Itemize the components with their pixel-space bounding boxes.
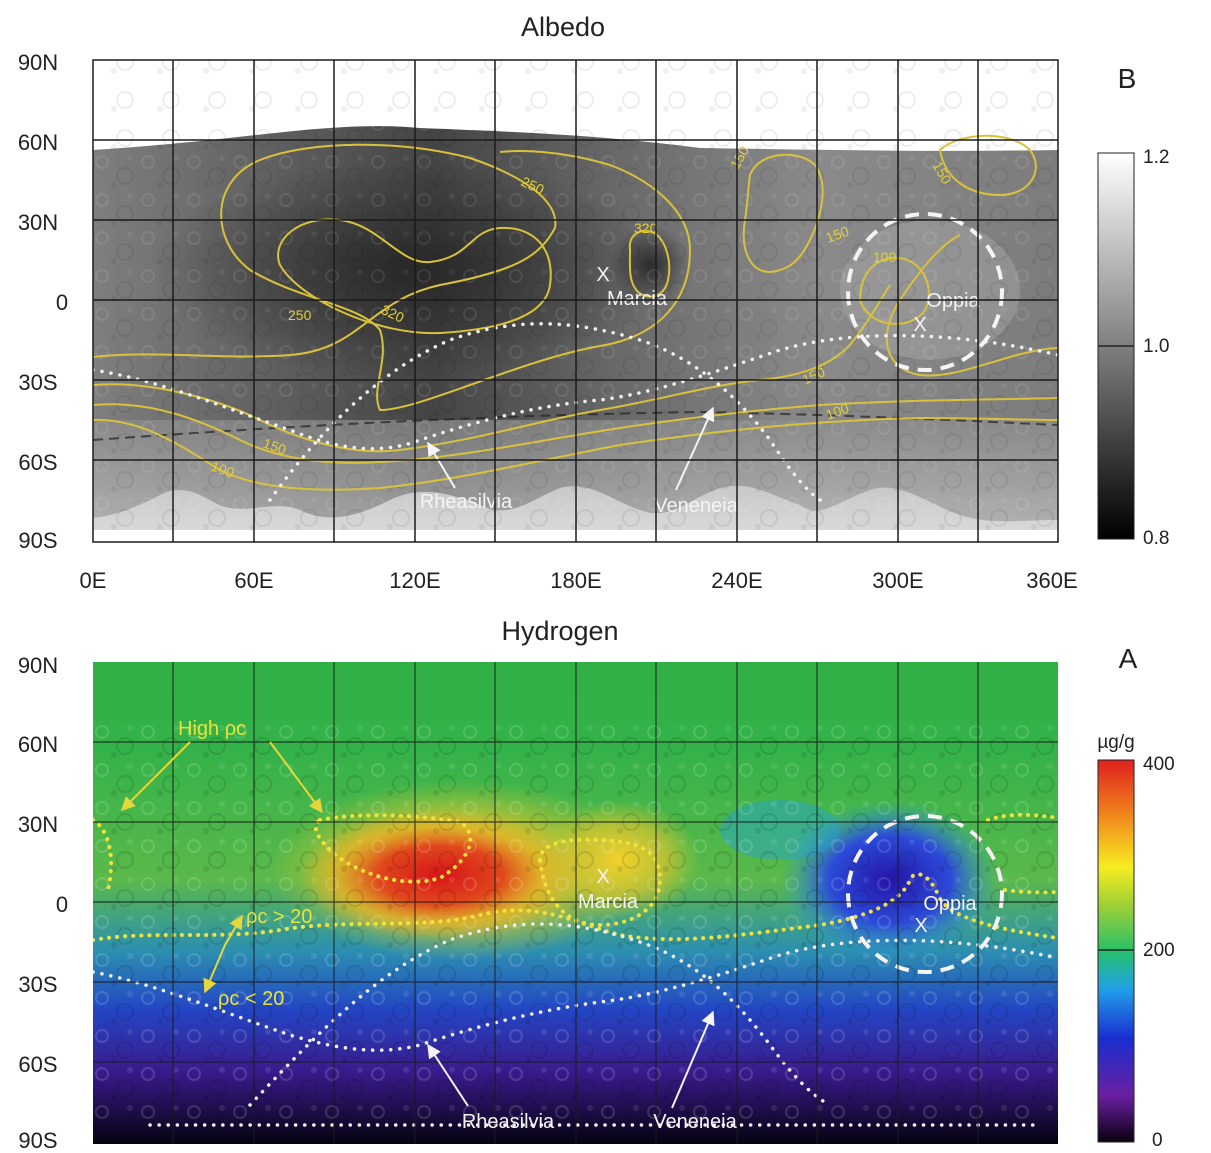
- rheasilvia-arrow: [427, 441, 456, 489]
- veneneia-arrow: [675, 406, 715, 491]
- oppia-marker: X: [914, 915, 927, 937]
- colorbar-mid-label: 1.0: [1143, 336, 1169, 357]
- veneneia-label: Veneneia: [654, 495, 738, 517]
- pc-lt-arrow: [203, 944, 226, 994]
- colorbar-unit-label: µg/g: [1097, 732, 1134, 753]
- hydrogen-grid: [93, 662, 1058, 1144]
- marcia-marker: X: [596, 264, 609, 286]
- y-tick-label: 60N: [18, 732, 58, 757]
- albedo-panel: Albedo B: [18, 12, 1170, 593]
- hydrogen-panel-letter: A: [1119, 643, 1138, 674]
- hydrogen-map: High ρc ρc > 20 ρc < 20 X X Marcia Oppia…: [93, 662, 1058, 1144]
- oppia-label: Oppia: [923, 893, 977, 915]
- rheasilvia-arrow: [427, 1043, 469, 1107]
- y-tick-label: 90N: [18, 50, 58, 75]
- high-pc-label: High ρc: [178, 718, 246, 740]
- marcia-label: Marcia: [607, 288, 668, 310]
- colorbar-min-label: 0.8: [1143, 528, 1169, 549]
- albedo-contour-labels: 250 250 320 320 150 150 100 150 100 150 …: [209, 143, 955, 481]
- colorbar-max-label: 1.2: [1143, 147, 1169, 168]
- veneneia-arrow: [671, 1010, 715, 1109]
- y-tick-label: 0: [56, 290, 68, 315]
- albedo-contours: [93, 134, 1058, 491]
- y-tick-label: 30S: [18, 972, 57, 997]
- albedo-x-axis: 0E 60E 120E 180E 240E 300E 360E: [80, 568, 1078, 593]
- marcia-marker: X: [596, 866, 609, 888]
- y-tick-label: 60S: [18, 450, 57, 475]
- y-tick-label: 30N: [18, 210, 58, 235]
- hydrogen-basin-boundaries: [93, 922, 1058, 1127]
- albedo-basin-boundaries: [93, 322, 1058, 502]
- contour-label: 150: [824, 223, 852, 246]
- x-tick-label: 240E: [711, 568, 762, 593]
- hydrogen-panel: Hydrogen A: [18, 616, 1175, 1153]
- x-tick-label: 360E: [1026, 568, 1077, 593]
- contour-label: 100: [824, 400, 852, 423]
- high-pc-arrow-left: [121, 741, 191, 811]
- x-tick-label: 180E: [550, 568, 601, 593]
- y-tick-label: 30S: [18, 370, 57, 395]
- pc-gt-20-label: ρc > 20: [246, 906, 312, 928]
- contour-label: 150: [261, 435, 289, 458]
- oppia-circle: [846, 814, 1004, 974]
- hydrogen-y-axis: 90N 60N 30N 0 30S 60S 90S: [18, 653, 68, 1153]
- y-tick-label: 90S: [18, 1128, 57, 1153]
- y-tick-label: 60S: [18, 1052, 57, 1077]
- x-tick-label: 300E: [872, 568, 923, 593]
- hydrogen-region-boundaries: [93, 812, 1058, 942]
- pc-gt-arrow: [224, 914, 243, 946]
- hydrogen-colorbar: µg/g 400 200 0: [1097, 732, 1174, 1151]
- albedo-colorbar: 1.2 1.0 0.8: [1097, 147, 1169, 549]
- rheasilvia-label: Rheasilvia: [462, 1111, 555, 1133]
- albedo-grid: [93, 60, 1058, 542]
- contour-label: 100: [209, 458, 237, 481]
- x-tick-label: 120E: [389, 568, 440, 593]
- oppia-label: Oppia: [926, 290, 980, 312]
- y-tick-label: 90N: [18, 653, 58, 678]
- albedo-panel-letter: B: [1118, 63, 1137, 94]
- y-tick-label: 0: [56, 892, 68, 917]
- albedo-y-axis: 90N 60N 30N 0 30S 60S 90S: [18, 50, 68, 553]
- oppia-marker: X: [913, 314, 926, 336]
- oppia-circle: [846, 212, 1004, 372]
- albedo-title: Albedo: [521, 12, 605, 42]
- hydrogen-title: Hydrogen: [501, 616, 618, 646]
- pc-lt-20-label: ρc < 20: [218, 988, 284, 1010]
- y-tick-label: 90S: [18, 528, 57, 553]
- albedo-map: 250 250 320 320 150 150 100 150 100 150 …: [93, 60, 1058, 542]
- colorbar-min-label: 0: [1152, 1130, 1163, 1151]
- y-tick-label: 30N: [18, 812, 58, 837]
- contour-label: 250: [288, 307, 312, 323]
- colorbar-max-label: 400: [1143, 754, 1175, 775]
- marcia-label: Marcia: [578, 891, 639, 913]
- rheasilvia-label: Rheasilvia: [420, 491, 513, 513]
- contour-label: 100: [873, 249, 897, 265]
- veneneia-label: Veneneia: [653, 1111, 737, 1133]
- high-pc-arrow-right: [269, 741, 323, 814]
- x-tick-label: 0E: [80, 568, 107, 593]
- y-tick-label: 60N: [18, 130, 58, 155]
- x-tick-label: 60E: [234, 568, 273, 593]
- colorbar-mid-label: 200: [1143, 940, 1175, 961]
- contour-label: 320: [634, 220, 658, 236]
